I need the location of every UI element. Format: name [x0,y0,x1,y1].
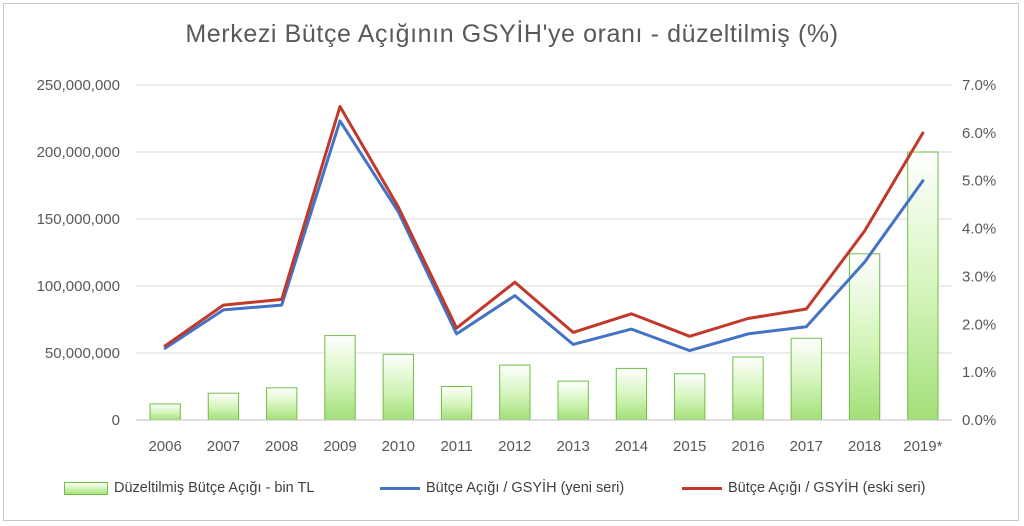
legend-item-new-series: Bütçe Açığı / GSYİH (yeni seri) [380,480,624,496]
line-series-old [163,105,925,348]
bar [266,387,298,421]
legend-label-bar: Düzeltilmiş Bütçe Açığı - bin TL [114,480,315,496]
bar [907,151,939,421]
bar [674,373,706,421]
legend-swatch-new-series [380,486,420,490]
x-tick-label: 2009 [323,438,356,455]
bar [324,335,356,421]
x-tick-label: 2018 [848,438,881,455]
y-right-tick-label: 3.0% [962,268,996,285]
legend-swatch-old-series [682,486,722,490]
x-tick-label: 2013 [556,438,589,455]
bar [382,353,414,421]
x-tick-label: 2007 [207,438,240,455]
bar [207,392,240,421]
y-left-tick-label: 100,000,000 [37,278,120,295]
bar [790,337,822,421]
y-right-tick-label: 2.0% [962,316,996,333]
y-left-tick-label: 0 [112,412,120,429]
bar [848,253,881,421]
x-tick-label: 2010 [382,438,415,455]
y-right-tick-label: 6.0% [962,125,996,142]
y-left-tick-label: 200,000,000 [37,144,120,161]
x-tick-label: 2017 [790,438,823,455]
y-left-tick-label: 150,000,000 [37,211,120,228]
chart-title: Merkezi Bütçe Açığının GSYİH'ye oranı - … [185,20,839,48]
y-right-tick-label: 7.0% [962,77,996,94]
legend-swatch-bar [64,481,108,495]
chart-legend: Düzeltilmiş Bütçe Açığı - bin TL Bütçe A… [0,480,1024,502]
legend-label-new-series: Bütçe Açığı / GSYİH (yeni seri) [426,480,625,496]
legend-item-bar: Düzeltilmiş Bütçe Açığı - bin TL [64,480,314,496]
y-right-tick-label: 0.0% [962,412,996,429]
x-tick-label: 2015 [673,438,706,455]
x-tick-label: 2019* [903,438,942,455]
y-left-tick-label: 250,000,000 [37,77,120,94]
legend-item-old-series: Bütçe Açığı / GSYİH (eski seri) [682,480,925,496]
x-tick-label: 2006 [148,438,181,455]
line-series-new [163,119,925,353]
x-tick-label: 2012 [498,438,531,455]
y-right-tick-label: 1.0% [962,364,996,381]
y-right-tick-label: 4.0% [962,221,996,238]
bar [149,403,181,421]
x-tick-label: 2011 [440,438,472,455]
bar [732,356,764,421]
x-tick-label: 2014 [615,438,648,455]
bar [557,380,589,421]
y-left-tick-label: 50,000,000 [45,345,120,362]
y-right-tick-label: 5.0% [962,173,996,190]
bar [499,364,531,421]
bar [440,386,473,421]
x-tick-label: 2016 [731,438,764,455]
bar [615,367,648,421]
legend-label-old-series: Bütçe Açığı / GSYİH (eski seri) [728,480,926,496]
x-tick-label: 2008 [265,438,298,455]
